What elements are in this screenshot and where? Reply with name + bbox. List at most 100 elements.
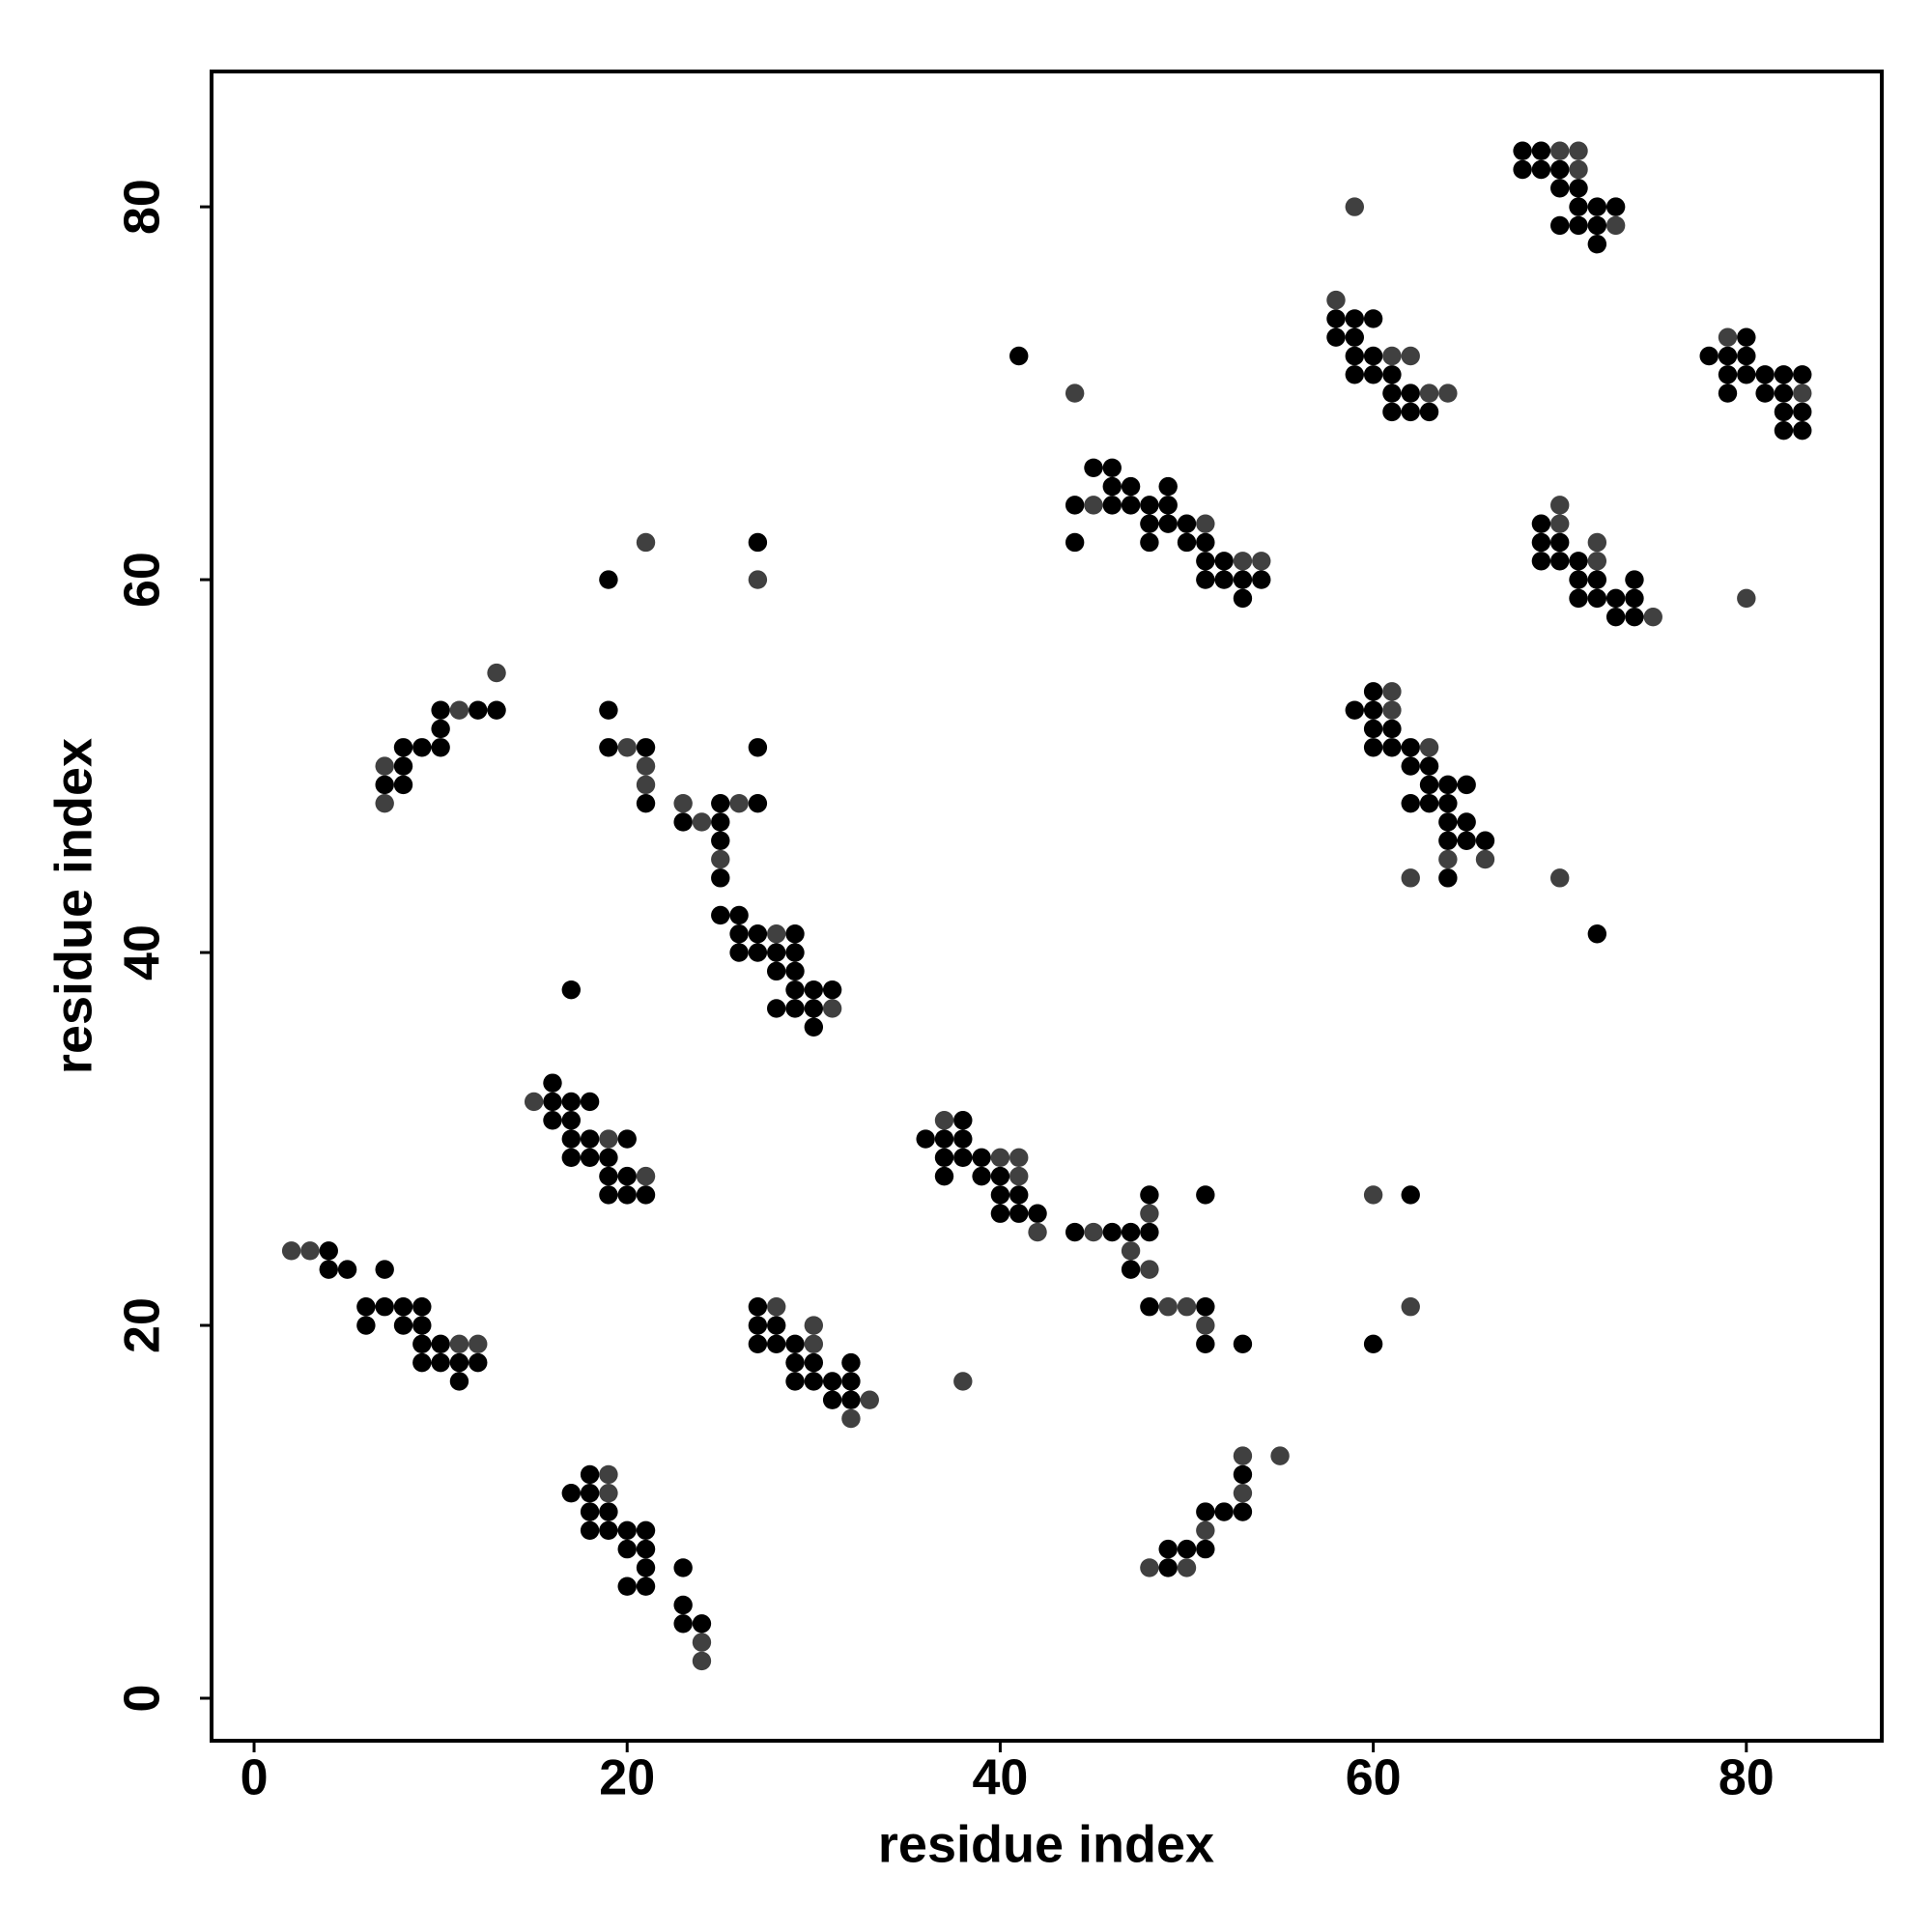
point [1363,1185,1383,1205]
point [1550,159,1570,180]
point [1401,868,1420,888]
point [561,1148,581,1168]
point [953,1129,973,1149]
point [1513,141,1532,160]
point [767,1316,786,1335]
y-tick-label: 20 [115,1297,171,1353]
point [1718,365,1738,384]
point [375,793,394,813]
point [1177,514,1197,533]
point [319,1260,338,1279]
point [1382,682,1402,701]
point [1438,793,1458,813]
point [1438,812,1458,832]
point [748,738,768,757]
point [580,1092,600,1112]
point [711,905,730,925]
point [841,1352,861,1373]
point [561,1129,581,1149]
point [449,1372,469,1391]
point [1569,215,1588,236]
point [692,1651,712,1671]
point [1774,365,1794,384]
point [561,1092,581,1112]
point [804,1372,824,1391]
point [1233,588,1253,609]
point [673,1558,693,1577]
point [1233,1446,1253,1465]
point [785,999,805,1018]
point [953,1148,973,1168]
point [1457,812,1476,832]
point [748,924,768,944]
point [449,1352,469,1373]
point [1270,1446,1290,1465]
point [1605,215,1626,236]
point [1140,1222,1159,1242]
point [729,793,749,813]
point [580,1520,600,1541]
x-tick-label: 80 [1719,1750,1775,1806]
x-tick-label: 20 [599,1750,655,1806]
point [822,980,842,1000]
point [1177,1297,1197,1317]
point [617,1166,637,1186]
point [356,1297,376,1317]
point [1233,1502,1253,1521]
point [1625,607,1644,627]
point [1774,420,1794,440]
point [1587,215,1607,236]
point [1233,1484,1253,1503]
point [1065,384,1085,403]
point [804,1334,824,1354]
point [1345,700,1365,720]
point [1065,1222,1085,1242]
point [636,1539,656,1559]
point [729,924,749,944]
point [1196,570,1215,589]
point [599,700,618,720]
point [1531,514,1551,533]
point [1531,159,1551,180]
point [748,1316,768,1335]
point [412,1297,432,1317]
point [785,943,805,962]
point [617,1577,637,1596]
point [822,1372,842,1391]
point [990,1185,1010,1205]
point [767,943,786,962]
point [1196,532,1215,553]
point [580,1148,600,1168]
point [934,1111,954,1130]
point [281,1241,301,1261]
point [1550,552,1570,571]
point [1009,1185,1029,1205]
point [692,1633,712,1652]
point [767,1297,786,1317]
point [767,999,786,1018]
y-tick-label: 80 [115,179,171,235]
point [431,1334,450,1354]
point [1737,346,1756,366]
point [1158,1297,1178,1317]
point [804,1316,824,1335]
point [431,700,450,720]
point [934,1148,954,1168]
point [431,738,450,757]
point [1121,476,1141,497]
point [1419,775,1439,795]
point [841,1372,861,1391]
point [1605,607,1626,627]
y-tick-label: 60 [115,552,171,608]
point [599,1464,618,1485]
point [543,1092,562,1112]
point [1587,570,1607,589]
point [1140,1185,1159,1205]
point [1774,384,1794,403]
point [1252,570,1271,589]
point [1793,384,1812,403]
point [1102,476,1122,497]
point [711,793,730,813]
point [692,1614,712,1634]
point [1121,1260,1141,1279]
